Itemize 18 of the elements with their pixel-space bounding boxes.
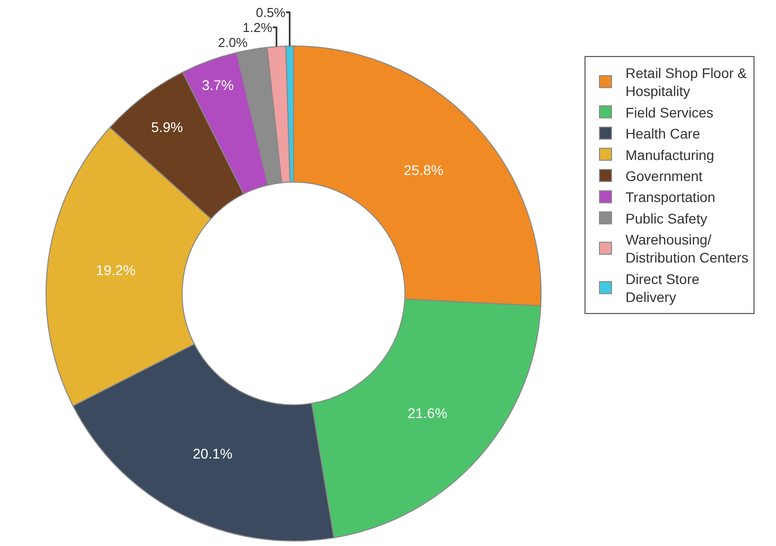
legend-label: Manufacturing	[626, 146, 714, 163]
data-label: 20.1%	[192, 446, 232, 462]
data-label: 19.2%	[96, 262, 136, 278]
legend-label: Retail Shop Floor & Hospitality	[626, 64, 748, 100]
legend-label: Direct Store Delivery	[626, 270, 700, 306]
legend-label: Government	[626, 168, 703, 184]
data-label: 21.6%	[408, 405, 448, 422]
legend-label: Field Services	[626, 104, 714, 120]
data-label: 1.2%	[242, 20, 273, 35]
data-label: 5.9%	[151, 119, 183, 136]
data-label: 2.0%	[218, 34, 248, 50]
data-label: 25.8%	[404, 162, 444, 178]
legend-label: Transportation	[626, 189, 716, 206]
legend-label: Public Safety	[626, 210, 708, 226]
legend-label: Health Care	[626, 126, 700, 142]
legend-label: Warehousing/ Distribution Centers	[626, 232, 748, 266]
data-label: 3.7%	[202, 77, 234, 94]
data-label: 0.5%	[256, 4, 286, 20]
